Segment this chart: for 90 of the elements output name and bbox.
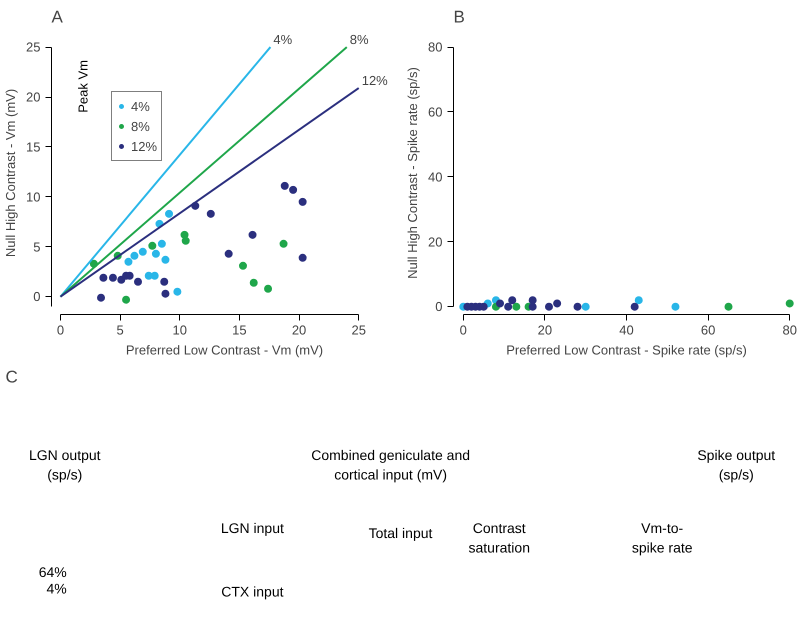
point: [173, 288, 182, 296]
point: [206, 210, 215, 218]
point: [124, 258, 132, 266]
point: [582, 302, 590, 311]
point: [264, 284, 272, 293]
point: [152, 250, 160, 258]
point: [250, 278, 258, 287]
point: [224, 250, 233, 258]
y-tick-label: 0: [33, 289, 41, 304]
point: [138, 248, 147, 256]
x-tick-label: 80: [782, 322, 797, 338]
chart-title: B: [454, 8, 465, 26]
point: [289, 186, 298, 194]
y-tick-label: 60: [428, 104, 443, 120]
point: [130, 252, 138, 260]
point: [280, 182, 289, 190]
point: [553, 299, 562, 308]
x-tick-label: 60: [700, 322, 716, 338]
point: [496, 299, 504, 308]
point: [108, 274, 117, 282]
point: [528, 302, 537, 311]
legend-label: 4%: [131, 98, 151, 114]
series-label: 12%: [362, 73, 388, 88]
point: [508, 296, 516, 304]
y-axis-title: Null High Contrast - Spike rate (sp/s): [405, 67, 420, 279]
point: [134, 278, 142, 286]
point: [182, 236, 190, 245]
x-tick-label: 15: [232, 322, 247, 338]
y-tick-label: 15: [26, 139, 41, 154]
point: [504, 302, 512, 311]
y-tick-label: 25: [26, 40, 41, 55]
point: [161, 256, 170, 264]
text: Vm-to- spike rate: [632, 520, 693, 556]
y-axis-title: Null High Contrast - Vm (mV): [3, 88, 18, 258]
text: 4%: [46, 580, 67, 597]
chart-title: A: [52, 8, 64, 26]
point: [165, 210, 174, 218]
x-tick-label: 0: [56, 322, 64, 338]
text: C: [6, 368, 18, 386]
point: [150, 272, 159, 280]
text: CTX input: [221, 583, 284, 600]
point: [671, 302, 680, 311]
y-tick-label: 5: [33, 239, 41, 254]
point: [528, 296, 537, 304]
annotation: Peak Vm: [75, 60, 90, 113]
point: [99, 274, 108, 282]
x-axis-title: Preferred Low Contrast - Vm (mV): [126, 342, 324, 358]
x-tick-label: 5: [116, 322, 124, 338]
point: [160, 278, 168, 286]
text: LGN input: [220, 520, 284, 536]
point: [161, 290, 170, 298]
text: Combined geniculate and cortical input (mV): [311, 447, 470, 482]
series-label: 4%: [273, 32, 293, 48]
point: [122, 296, 130, 304]
x-tick-label: 20: [292, 322, 306, 338]
point: [724, 302, 733, 311]
point: [298, 198, 307, 206]
text: Contrast saturation: [468, 520, 530, 556]
x-tick-label: 20: [538, 322, 552, 338]
point: [574, 302, 582, 311]
point: [786, 299, 794, 308]
text: Total input: [368, 524, 433, 541]
point: [634, 296, 643, 304]
y-tick-label: 20: [428, 234, 443, 250]
point: [248, 230, 257, 239]
legend-label: 8%: [131, 118, 151, 134]
point: [298, 254, 307, 262]
y-tick-label: 20: [26, 90, 41, 105]
legend-label: 12%: [131, 138, 158, 154]
text: 64%: [38, 564, 67, 580]
point: [148, 242, 156, 250]
point: [238, 262, 247, 270]
y-tick-label: 10: [26, 189, 41, 204]
text: LGN output (sp/s): [28, 447, 101, 482]
x-tick-label: 25: [351, 322, 366, 338]
point: [544, 302, 553, 311]
y-tick-label: 40: [428, 169, 443, 184]
x-axis-title: Preferred Low Contrast - Spike rate (sp/s): [506, 342, 747, 358]
text: Spike output (sp/s): [697, 447, 776, 482]
point: [97, 294, 106, 302]
y-tick-label: 80: [428, 40, 443, 55]
x-tick-label: 10: [172, 322, 187, 338]
y-tick-label: 0: [435, 299, 443, 314]
x-tick-label: 0: [460, 322, 467, 338]
point: [630, 302, 639, 311]
x-tick-label: 40: [619, 322, 634, 338]
series-label: 8%: [350, 32, 370, 48]
point: [512, 302, 520, 311]
point: [280, 240, 288, 248]
point: [158, 240, 166, 248]
